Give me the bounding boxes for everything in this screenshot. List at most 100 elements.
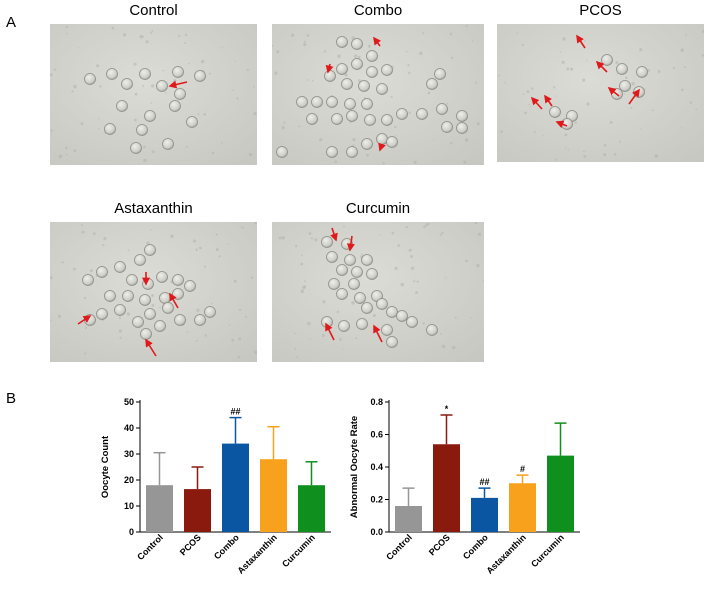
oocyte-cell <box>142 278 154 290</box>
oocyte-cell <box>126 274 138 286</box>
debris-speck <box>228 324 231 326</box>
oocyte-cell <box>406 316 418 328</box>
debris-speck <box>192 239 197 243</box>
debris-speck <box>542 134 544 137</box>
red-arrow-icon <box>325 63 334 74</box>
x-tick-label: Control <box>135 532 165 562</box>
debris-speck <box>302 285 306 290</box>
debris-speck <box>554 158 557 161</box>
oocyte-cell <box>159 292 171 304</box>
debris-speck <box>336 310 339 314</box>
debris-speck <box>564 146 567 149</box>
debris-speck <box>408 111 412 114</box>
debris-speck <box>139 34 144 39</box>
debris-speck <box>64 146 68 150</box>
oocyte-cell <box>416 108 428 120</box>
debris-speck <box>185 145 188 148</box>
red-arrow-icon <box>595 60 608 73</box>
oocyte-cell <box>366 50 378 62</box>
x-tick-label: Combo <box>212 532 241 561</box>
micrograph-title-astaxanthin: Astaxanthin <box>114 200 193 217</box>
red-arrow-icon <box>330 227 338 242</box>
oocyte-cell <box>194 70 206 82</box>
debris-speck <box>143 158 147 163</box>
debris-speck <box>351 301 355 305</box>
debris-speck <box>415 291 418 295</box>
debris-speck <box>586 102 590 106</box>
debris-speck <box>283 121 286 124</box>
bar-pcos <box>184 489 211 532</box>
oocyte-cell <box>114 261 126 273</box>
oocyte-cell <box>154 320 166 332</box>
debris-speck <box>304 280 306 283</box>
debris-speck <box>624 76 628 79</box>
debris-speck <box>241 226 244 229</box>
micrograph-title-combo: Combo <box>353 2 403 19</box>
oocyte-cell <box>366 268 378 280</box>
debris-speck <box>308 232 312 235</box>
debris-speck <box>151 30 154 33</box>
oocyte-cell <box>356 318 368 330</box>
x-tick-label: Control <box>384 532 414 562</box>
debris-speck <box>616 73 618 75</box>
oocyte-cell <box>336 264 348 276</box>
oocyte-cell <box>549 106 561 118</box>
debris-speck <box>250 276 254 279</box>
debris-speck <box>477 232 482 236</box>
oocyte-cell <box>441 121 453 133</box>
debris-speck <box>504 81 506 84</box>
debris-speck <box>290 33 295 37</box>
debris-speck <box>231 338 235 342</box>
debris-speck <box>151 294 155 297</box>
oocyte-cell <box>361 98 373 110</box>
red-arrow-icon <box>544 94 553 107</box>
oocyte-cell <box>134 254 146 266</box>
debris-speck <box>238 337 242 341</box>
debris-speck <box>422 32 425 35</box>
y-tick-label: 0.2 <box>370 495 383 505</box>
debris-speck <box>80 122 84 126</box>
red-arrow-icon <box>169 292 179 309</box>
bar-combo <box>471 497 498 532</box>
oocyte-cell <box>104 123 116 135</box>
debris-speck <box>306 34 310 37</box>
y-tick-label: 0.4 <box>370 462 383 472</box>
debris-speck <box>446 102 449 105</box>
micrograph-title-curcumin: Curcumin <box>345 200 411 217</box>
red-arrow-icon <box>373 36 382 47</box>
debris-speck <box>413 160 417 164</box>
oocyte-cell <box>139 294 151 306</box>
debris-speck <box>236 97 239 100</box>
oocyte-cell <box>162 138 174 150</box>
micrograph-background <box>50 222 257 362</box>
debris-speck <box>441 344 446 349</box>
debris-speck <box>334 160 338 164</box>
debris-speck <box>238 308 242 312</box>
debris-speck <box>218 255 221 258</box>
debris-speck <box>165 91 167 94</box>
debris-speck <box>474 81 477 84</box>
debris-speck <box>416 280 419 283</box>
debris-speck <box>294 332 296 335</box>
debris-speck <box>701 54 704 57</box>
debris-speck <box>353 54 358 58</box>
oocyte-cell <box>130 142 142 154</box>
debris-speck <box>562 37 566 41</box>
micrograph-image-control-svg <box>50 24 257 165</box>
oocyte-cell <box>456 122 468 134</box>
debris-speck <box>613 152 617 156</box>
oocyte-cell <box>386 136 398 148</box>
debris-speck <box>343 348 345 350</box>
oocyte-cell <box>381 324 393 336</box>
oocyte-cell <box>616 63 628 75</box>
debris-speck <box>355 337 358 340</box>
debris-speck <box>314 238 318 242</box>
debris-speck <box>651 109 654 112</box>
debris-speck <box>221 47 223 49</box>
oocyte-cell <box>354 292 366 304</box>
oocyte-cell <box>381 114 393 126</box>
red-arrow-icon <box>373 324 383 343</box>
oocyte-cell <box>396 108 408 120</box>
oocyte-cell <box>336 288 348 300</box>
oocyte-cell <box>172 288 184 300</box>
